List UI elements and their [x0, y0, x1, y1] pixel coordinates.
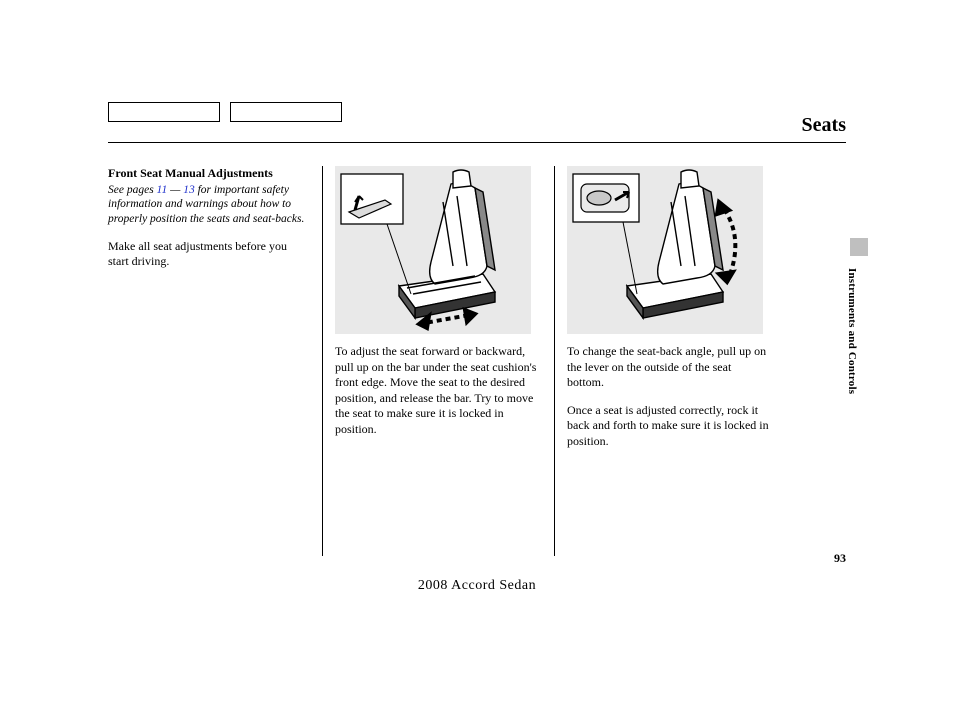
col3-paragraph-2: Once a seat is adjusted correctly, rock … [567, 403, 770, 450]
header-rule [108, 142, 846, 143]
page-link-2[interactable]: 13 [183, 184, 195, 196]
seat-forward-back-illustration [335, 166, 531, 334]
header-box-2 [230, 102, 342, 122]
safety-prefix: See pages [108, 184, 157, 196]
footer-model: 2008 Accord Sedan [418, 578, 536, 594]
col3-paragraph-1: To change the seat-back angle, pull up o… [567, 344, 770, 391]
column-3: To change the seat-back angle, pull up o… [554, 166, 786, 556]
column-2: To adjust the seat forward or backward, … [322, 166, 554, 556]
page-link-1[interactable]: 11 [157, 184, 168, 196]
header-placeholder-boxes [108, 102, 342, 122]
header-box-1 [108, 102, 220, 122]
section-side-label: Instruments and Controls [846, 268, 858, 394]
section-tab [850, 238, 868, 256]
subheading: Front Seat Manual Adjustments [108, 166, 306, 182]
seat-back-angle-illustration [567, 166, 763, 334]
content-columns: Front Seat Manual Adjustments See pages … [108, 166, 846, 556]
safety-dash: — [167, 184, 183, 196]
page-header: Seats [108, 108, 846, 148]
col2-paragraph: To adjust the seat forward or backward, … [335, 344, 538, 438]
column-1: Front Seat Manual Adjustments See pages … [108, 166, 322, 556]
safety-note: See pages 11 — 13 for important safety i… [108, 183, 306, 227]
page-title: Seats [802, 114, 846, 137]
col1-paragraph: Make all seat adjustments before you sta… [108, 239, 306, 270]
page-number: 93 [834, 551, 846, 566]
